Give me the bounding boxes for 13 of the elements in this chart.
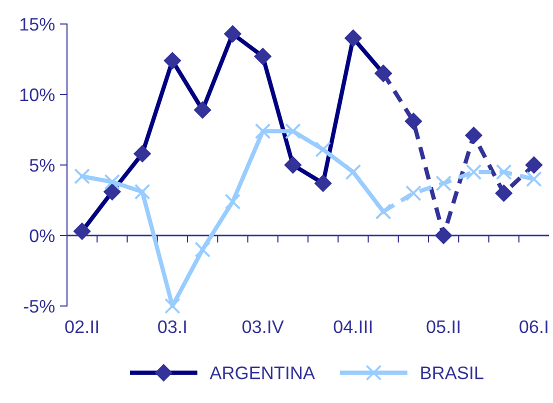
y-tick-label: 0% [30, 229, 55, 242]
x-tick-label: 06.I [520, 320, 548, 334]
y-tick-label: 5% [30, 159, 55, 172]
x-tick-label: 03.I [158, 320, 186, 334]
legend-label: BRASIL [421, 366, 484, 380]
y-tick-label: 15% [20, 18, 55, 31]
x-tick-label: 05.II [426, 320, 460, 334]
x-tick-label: 02.II [65, 320, 98, 334]
legend-label: ARGENTINA [210, 366, 315, 380]
x-tick-label: 04.III [334, 320, 372, 334]
y-tick-label: 10% [20, 88, 55, 102]
y-tick-label: -5% [24, 300, 55, 313]
x-tick-label: 03.IV [242, 320, 284, 334]
